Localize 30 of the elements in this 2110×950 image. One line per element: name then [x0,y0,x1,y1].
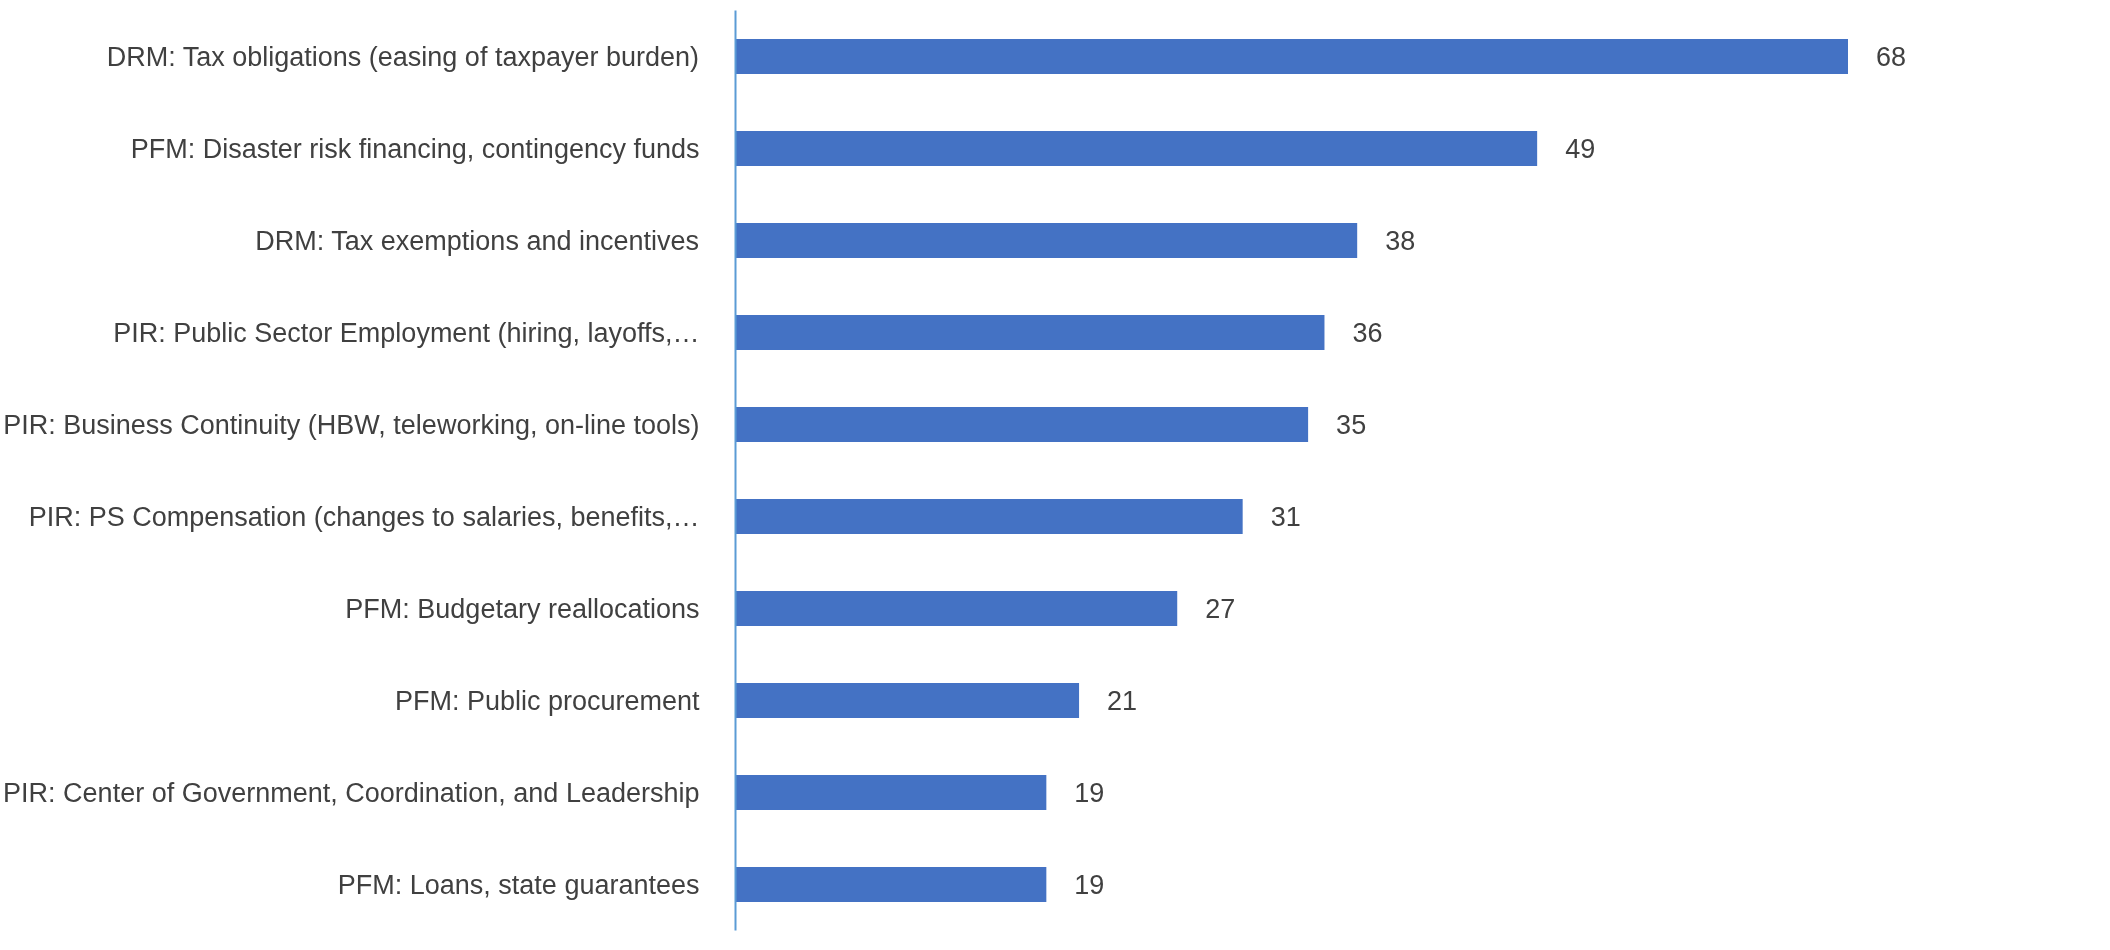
data-label: 68 [1876,42,1907,72]
data-label: 36 [1352,318,1383,348]
data-label: 35 [1336,410,1367,440]
data-label: 49 [1565,134,1596,164]
bar [735,315,1325,350]
y-tick-label: PFM: Public procurement [394,685,700,716]
data-label: 27 [1205,594,1236,624]
y-tick-label: PFM: Loans, state guarantees [337,869,700,900]
data-label: 19 [1074,870,1105,900]
data-label: 31 [1270,502,1301,532]
bar [735,499,1243,534]
bar [735,39,1848,74]
bar [735,775,1047,810]
y-tick-label: PFM: Disaster risk financing, contingency funds [130,133,700,164]
y-tick-label: PIR: Business Continuity (HBW, teleworking, on-line tools) [3,409,700,440]
data-label: 21 [1107,686,1138,716]
data-label: 19 [1074,778,1105,808]
bar [735,223,1358,258]
y-tick-label: PIR: Public Sector Employment (hiring, layoffs,… [113,317,700,348]
bar [735,131,1538,166]
data-label: 38 [1385,226,1416,256]
bar [735,867,1047,902]
bar [735,407,1309,442]
bar [735,683,1080,718]
y-tick-label: PFM: Budgetary reallocations [345,593,700,624]
bar [735,591,1178,626]
y-tick-label: PIR: PS Compensation (changes to salaries, benefits,… [28,501,700,532]
y-tick-label: DRM: Tax exemptions and incentives [255,225,700,256]
y-tick-label: DRM: Tax obligations (easing of taxpayer burden) [106,41,700,72]
y-tick-label: PIR: Center of Government, Coordination, and Leadership [3,777,700,808]
